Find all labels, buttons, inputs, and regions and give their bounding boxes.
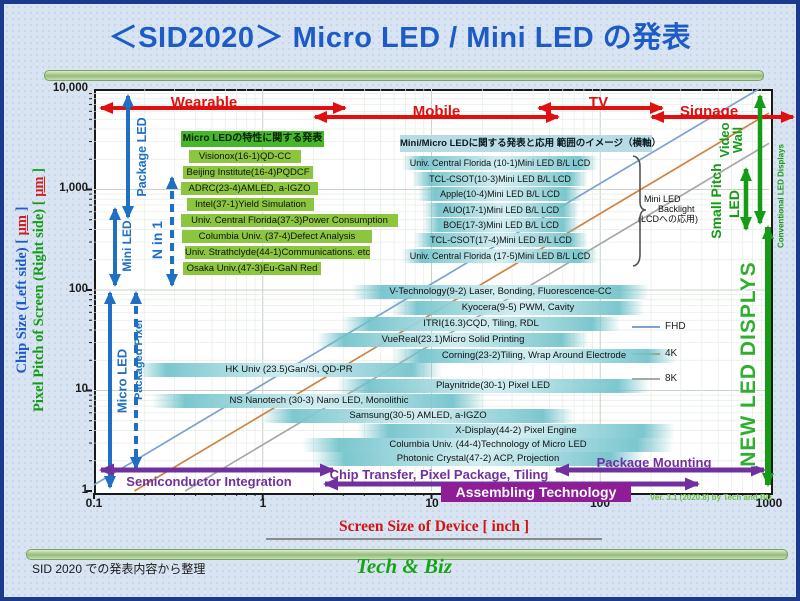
list-item: TCL-CSOT(10-3)Mini LED B/L LCD xyxy=(412,172,588,186)
wearable-label: Wearable xyxy=(170,94,238,111)
list-item: BOE(17-3)Mini LED B/L LCD xyxy=(423,218,579,232)
divider-bar-bottom xyxy=(26,549,788,560)
y-axis-label-chip-size: Chip Size (Left side) [ μm ] xyxy=(14,206,30,374)
package-led-label: Package LED xyxy=(135,117,149,197)
divider-bar-top xyxy=(44,70,764,81)
x-tick-0p1: 0.1 xyxy=(85,496,103,510)
announcement-label: HK Univ (23.5)Gan/Si, QD-PR xyxy=(136,363,442,377)
list-item: Univ. Strathclyde(44-1)Communications. e… xyxy=(185,246,371,259)
packaged-pixel-label: Packaged Pixel xyxy=(133,319,145,401)
signage-label: Signage xyxy=(679,103,739,120)
y-tick-100: 100 xyxy=(68,283,88,295)
new-led-displays-label: NEW LED DISPLYS xyxy=(737,261,760,467)
list-item: Intel(37-1)Yield Simulation xyxy=(187,198,314,211)
tv-label: TV xyxy=(588,94,609,111)
y-tick-10: 10 xyxy=(75,383,88,395)
list-item: Univ. Central Florida (17-5)Mini LED B/L… xyxy=(402,249,598,263)
announcement-label: VueReal(23.1)Micro Solid Printing xyxy=(317,333,589,347)
x-tick-1000: 1000 xyxy=(755,496,783,510)
x-axis-label: Screen Size of Device [ inch ] xyxy=(266,518,602,540)
assembling-technology-badge: Assembling Technology xyxy=(441,483,631,502)
announcement-label: Samsung(30-5) AMLED, a-IGZO xyxy=(262,409,574,423)
led-label: LED xyxy=(726,190,742,218)
brand-logo-text: Tech & Biz xyxy=(355,554,453,578)
x-tick-10: 10 xyxy=(425,496,439,510)
announcement-label: NS Nanotech (30-3) Nano LED, Monolithic xyxy=(152,394,486,408)
micro-led-list-header: Micro LEDの特性に関する発表 xyxy=(181,131,324,147)
list-item: Visionox(16-1)QD-CC xyxy=(189,150,301,163)
list-item: Osaka Univ.(47-3)Eu-GaN Red xyxy=(183,262,321,275)
list-item: Univ. Central Florida(37-3)Power Consump… xyxy=(181,214,398,227)
mini-led-backlight-note: Mini LED Backlight (LCDへの応用) xyxy=(638,194,698,224)
mini-led-label: Mini LED xyxy=(120,220,134,272)
announcement-label: Columbia Univ. (44-4)Technology of Micro… xyxy=(302,438,674,452)
announcement-label: Playnitride(30-1) Pixel LED xyxy=(337,379,649,393)
micro-led-label: Micro LED xyxy=(114,348,130,414)
mobile-label: Mobile xyxy=(412,103,461,120)
n-in-1-label: N in 1 xyxy=(149,220,165,260)
announcement-label: Corning(23-2)Tiling, Wrap Around Electro… xyxy=(392,349,676,363)
legend-4k: 4K xyxy=(665,348,678,359)
small-pitch-label: Small Pitch xyxy=(708,163,724,239)
page-title: ＜SID2020＞ Micro LED / Mini LED の発表 xyxy=(108,22,692,54)
legend-fhd: FHD xyxy=(665,321,686,332)
version-note: Ver. 3.1 (2020.8) by Tech and Biz xyxy=(649,493,772,502)
list-item: ADRC(23-4)AMLED, a-IGZO xyxy=(181,182,318,195)
list-item: TCL-CSOT(17-4)Mini LED B/L LCD xyxy=(414,233,588,247)
list-item: Apple(10-4)Mini LED B/L LCD xyxy=(418,187,582,201)
mini-led-list-header: Mini/Micro LEDに関する発表と応用 範囲のイメージ（横軸） xyxy=(400,135,661,152)
announcement-label: Photonic Crystal(47-2) ACP, Projection xyxy=(312,452,644,466)
list-item: AUO(17-1)Mini LED B/L LCD xyxy=(423,203,579,217)
y-tick-1: 1 xyxy=(81,484,88,496)
legend-8k: 8K xyxy=(665,373,678,384)
announcement-label: V-Technology(9-2) Laser, Bonding, Fluore… xyxy=(352,285,649,299)
y-tick-10000: 10,000 xyxy=(52,82,88,94)
list-item: Beijing Institute(16-4)PQDCF xyxy=(183,166,313,179)
video-wall-label: Video Wall xyxy=(717,122,745,158)
y-tick-1000: 1,000 xyxy=(59,182,88,194)
package-mounting-label: Package Mounting xyxy=(596,455,712,470)
list-item: Univ. Central Florida (10-1)Mini LED B/L… xyxy=(402,156,598,170)
conventional-led-label: Conventional LED Displays xyxy=(776,143,786,249)
chip-transfer-label: Chip Transfer, Pixel Package, Tiling xyxy=(329,467,549,482)
list-item: Columbia Univ. (37-4)Defect Analysis xyxy=(182,230,372,243)
announcement-label: X-Display(44-2) Pixel Engine xyxy=(357,424,675,438)
footer-note: SID 2020 での発表内容から整理 xyxy=(32,562,206,576)
announcement-label: Kyocera(9-5) PWM, Cavity xyxy=(392,301,644,315)
x-tick-1: 1 xyxy=(259,496,267,510)
semiconductor-integration-label: Semiconductor Integration xyxy=(126,474,292,489)
announcement-label: ITRI(16.3)CQD, Tiling, RDL xyxy=(342,317,620,331)
